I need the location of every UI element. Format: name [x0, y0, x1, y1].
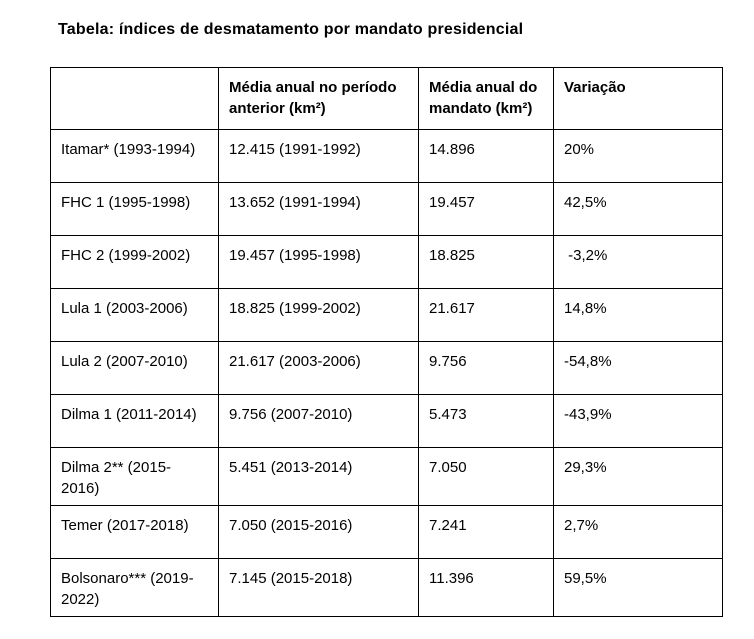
variation-cell: 14,8% — [553, 288, 723, 342]
mandate-average-cell: 11.396 — [418, 558, 554, 617]
mandate-average-cell: 21.617 — [418, 288, 554, 342]
table-row: Lula 2 (2007-2010) 21.617 (2003-2006) 9.… — [50, 341, 723, 395]
mandate-average-cell: 9.756 — [418, 341, 554, 395]
mandate-average-cell: 7.241 — [418, 505, 554, 559]
mandate-average-cell: 5.473 — [418, 394, 554, 448]
previous-period-average-cell: 19.457 (1995-1998) — [218, 235, 419, 289]
mandate-cell: Dilma 2** (2015-2016) — [50, 447, 219, 506]
mandate-cell: FHC 2 (1999-2002) — [50, 235, 219, 289]
mandate-cell: Dilma 1 (2011-2014) — [50, 394, 219, 448]
mandate-average-cell: 7.050 — [418, 447, 554, 506]
previous-period-average-cell: 7.050 (2015-2016) — [218, 505, 419, 559]
previous-period-average-cell: 7.145 (2015-2018) — [218, 558, 419, 617]
previous-period-average-cell: 12.415 (1991-1992) — [218, 129, 419, 183]
mandate-cell: FHC 1 (1995-1998) — [50, 182, 219, 236]
variation-cell: 2,7% — [553, 505, 723, 559]
mandate-cell: Bolsonaro*** (2019-2022) — [50, 558, 219, 617]
mandate-cell: Temer (2017-2018) — [50, 505, 219, 559]
mandate-cell: Itamar* (1993-1994) — [50, 129, 219, 183]
previous-period-average-cell: 9.756 (2007-2010) — [218, 394, 419, 448]
page-title: Tabela: índices de desmatamento por mand… — [58, 21, 524, 38]
previous-period-average-cell: 5.451 (2013-2014) — [218, 447, 419, 506]
table-row: Dilma 1 (2011-2014) 9.756 (2007-2010) 5.… — [50, 394, 723, 448]
variation-cell: -54,8% — [553, 341, 723, 395]
previous-period-average-cell: 13.652 (1991-1994) — [218, 182, 419, 236]
table-row: Temer (2017-2018) 7.050 (2015-2016) 7.24… — [50, 505, 723, 559]
column-header-previous-period-average: Média anual no período anterior (km²) — [218, 67, 419, 130]
table-row: Dilma 2** (2015-2016) 5.451 (2013-2014) … — [50, 447, 723, 506]
column-header-variation: Variação — [553, 67, 723, 130]
variation-cell: 29,3% — [553, 447, 723, 506]
mandate-average-cell: 19.457 — [418, 182, 554, 236]
header-row: Média anual no período anterior (km²) Mé… — [50, 67, 723, 130]
variation-cell: 42,5% — [553, 182, 723, 236]
table-row: Bolsonaro*** (2019-2022) 7.145 (2015-201… — [50, 558, 723, 617]
table-row: Itamar* (1993-1994) 12.415 (1991-1992) 1… — [50, 129, 723, 183]
deforestation-table: Média anual no período anterior (km²) Mé… — [50, 67, 723, 617]
mandate-average-cell: 14.896 — [418, 129, 554, 183]
column-header-mandate-average: Média anual do mandato (km²) — [418, 67, 554, 130]
previous-period-average-cell: 18.825 (1999-2002) — [218, 288, 419, 342]
table-row: FHC 1 (1995-1998) 13.652 (1991-1994) 19.… — [50, 182, 723, 236]
variation-cell: 59,5% — [553, 558, 723, 617]
variation-cell: 20% — [553, 129, 723, 183]
variation-cell: -43,9% — [553, 394, 723, 448]
table-row: Lula 1 (2003-2006) 18.825 (1999-2002) 21… — [50, 288, 723, 342]
column-header-mandate — [50, 67, 219, 130]
table-row: FHC 2 (1999-2002) 19.457 (1995-1998) 18.… — [50, 235, 723, 289]
mandate-cell: Lula 1 (2003-2006) — [50, 288, 219, 342]
variation-cell: -3,2% — [553, 235, 723, 289]
mandate-cell: Lula 2 (2007-2010) — [50, 341, 219, 395]
previous-period-average-cell: 21.617 (2003-2006) — [218, 341, 419, 395]
mandate-average-cell: 18.825 — [418, 235, 554, 289]
